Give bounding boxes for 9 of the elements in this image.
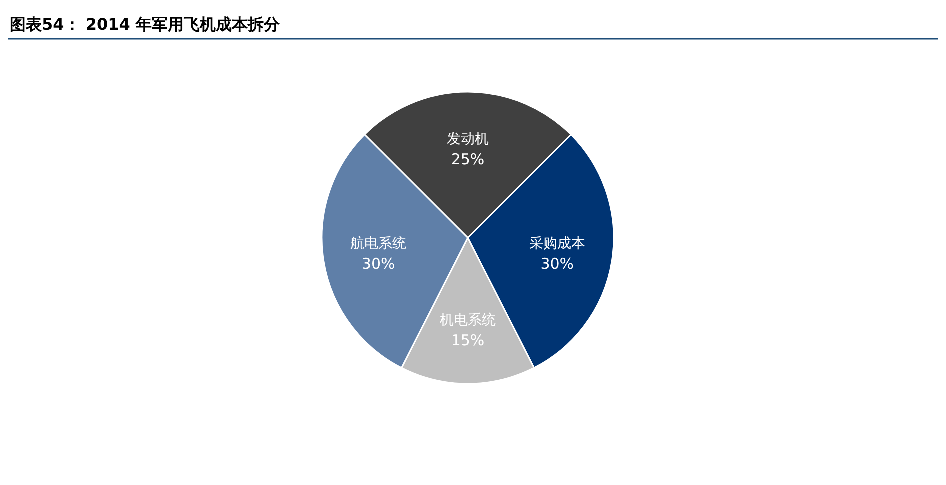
- slice-label: 机电系统: [440, 312, 496, 329]
- data-label: 30%: [362, 255, 396, 274]
- text: 图表54： 2014 年军用飞机成本拆分: [10, 15, 281, 34]
- data-label: 25%: [451, 150, 485, 168]
- slice-label: 航电系统: [350, 236, 407, 252]
- slice-label: 发动机: [447, 131, 489, 148]
- slice-label: 采购成本: [529, 236, 586, 252]
- data-label: 15%: [451, 332, 485, 350]
- data-label: 30%: [540, 255, 574, 274]
